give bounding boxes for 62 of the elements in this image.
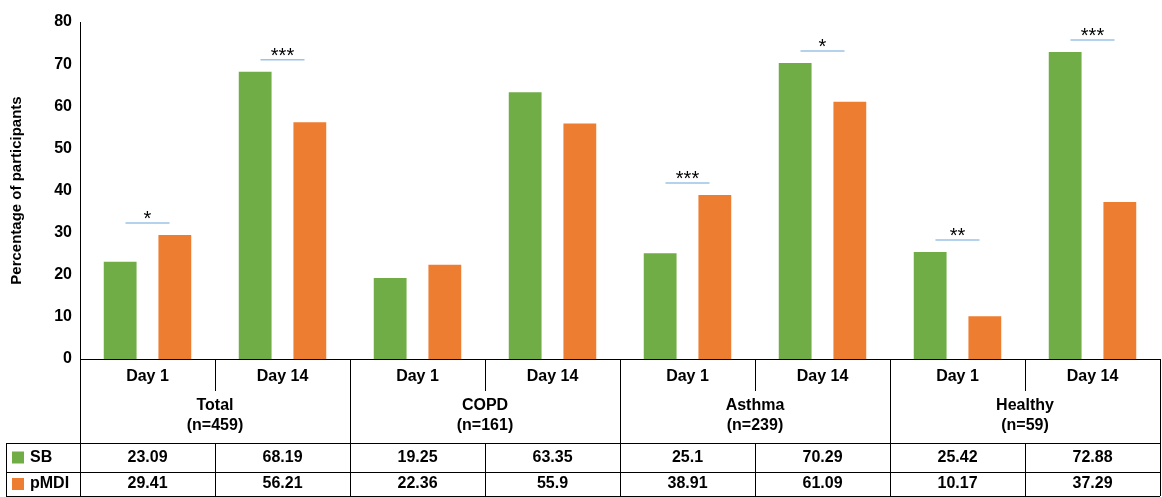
annotation: *	[143, 207, 152, 230]
text: Total (n=459)	[186, 396, 244, 434]
y-tick-label: 40	[54, 180, 73, 198]
text: Healthy (n=59)	[996, 396, 1054, 434]
annotation: *	[818, 34, 827, 57]
text: COPD (n=161)	[456, 396, 514, 434]
bar	[698, 195, 732, 359]
x-tick-label: Day 1	[126, 367, 169, 385]
text: Asthma (n=239)	[725, 396, 785, 434]
x-tick-label: Day 14	[1066, 367, 1119, 385]
bar	[778, 62, 812, 359]
data-label: 56.21	[262, 474, 303, 492]
bar	[1048, 51, 1082, 359]
y-axis-title: Percentage of participants	[7, 96, 25, 285]
data-label: 22.36	[397, 474, 438, 492]
y-tick-label: 0	[63, 349, 73, 367]
bar	[833, 101, 867, 359]
bar	[913, 251, 947, 359]
data-label: 25.1	[671, 447, 704, 465]
bar	[508, 92, 542, 359]
annotation: ***	[270, 43, 295, 66]
x-tick-label: Day 1	[396, 367, 439, 385]
data-label: 19.25	[397, 447, 438, 465]
bar	[968, 316, 1002, 359]
data-label: 68.19	[262, 447, 303, 465]
annotation: ***	[1080, 23, 1105, 46]
bar	[373, 277, 407, 359]
y-tick-label: 20	[54, 265, 73, 283]
bar	[563, 123, 597, 359]
x-tick-label: Day 1	[666, 367, 709, 385]
data-label: 38.91	[667, 474, 708, 492]
data-label: 37.29	[1072, 474, 1113, 492]
bar	[158, 235, 192, 359]
bar	[428, 264, 462, 359]
x-tick-label: Day 14	[256, 367, 309, 385]
y-tick-label: 50	[54, 138, 73, 156]
legend-label: SB	[30, 447, 53, 465]
data-label: 55.9	[536, 474, 569, 492]
data-label: 29.41	[127, 474, 168, 492]
annotation: ***	[675, 167, 700, 190]
y-tick-label: 70	[54, 54, 73, 72]
x-tick-label: Day 14	[526, 367, 579, 385]
bar	[238, 71, 272, 359]
y-tick-label: 10	[54, 307, 73, 325]
data-label: 70.29	[802, 447, 843, 465]
data-label: 10.17	[937, 474, 978, 492]
x-tick-label: Day 14	[796, 367, 849, 385]
y-tick-label: 30	[54, 223, 73, 241]
bar	[643, 253, 677, 359]
bar	[103, 261, 137, 359]
y-tick-label: 60	[54, 96, 73, 114]
legend-label: pMDI	[30, 474, 70, 492]
y-tick-label: 80	[54, 12, 73, 30]
x-tick-label: Day 1	[936, 367, 979, 385]
bar	[293, 122, 327, 359]
annotation: **	[949, 223, 966, 246]
data-label: 72.88	[1072, 447, 1113, 465]
data-label: 63.35	[532, 447, 573, 465]
data-label: 25.42	[937, 447, 978, 465]
data-label: 23.09	[127, 447, 168, 465]
data-label: 61.09	[802, 474, 843, 492]
bar	[1103, 201, 1137, 359]
